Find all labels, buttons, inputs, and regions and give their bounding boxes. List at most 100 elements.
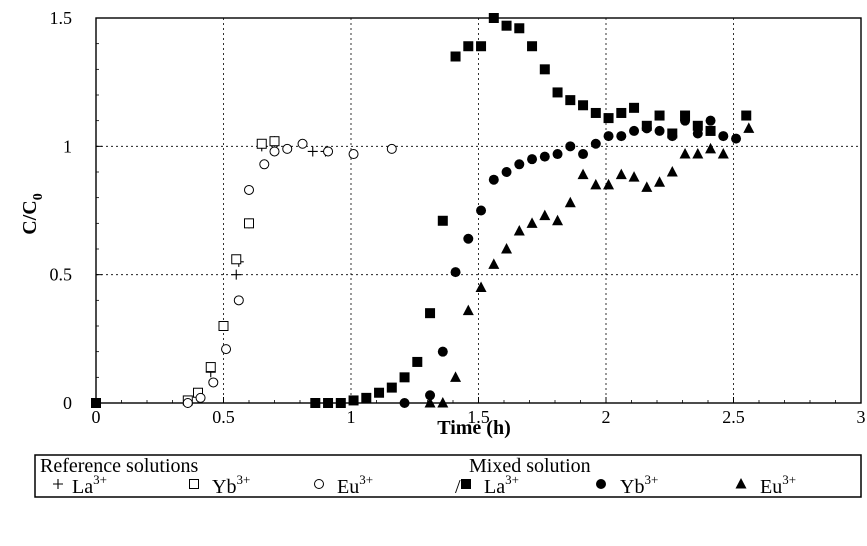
data-point (680, 110, 691, 121)
legend-marker-filled-triangle (735, 478, 747, 489)
data-point (692, 120, 703, 131)
data-point (244, 218, 254, 229)
legend-item: Eu3+ (735, 472, 796, 498)
legend-marker-filled-circle (596, 479, 606, 489)
data-point (552, 87, 563, 98)
legend-item: Yb3+ (189, 472, 250, 498)
data-point (335, 398, 346, 408)
data-point (462, 304, 474, 316)
legend-marker-plus (53, 479, 63, 489)
data-point (437, 215, 448, 226)
data-point (386, 382, 397, 393)
data-point (565, 141, 576, 152)
data-point (463, 41, 474, 52)
x-axis-title: Time (h) (437, 417, 511, 439)
data-point (552, 149, 563, 160)
data-point (488, 174, 499, 185)
x-tick-label: 2 (602, 407, 611, 427)
data-point (425, 390, 436, 401)
data-point (526, 217, 538, 228)
data-point (310, 398, 321, 408)
legend-label-charge: 3+ (93, 472, 107, 487)
data-point (348, 149, 359, 160)
data-point (514, 23, 525, 34)
data-point (565, 95, 576, 106)
data-point (629, 125, 640, 136)
data-point (705, 142, 717, 154)
x-tick-label: 0.5 (212, 407, 235, 427)
data-point (488, 13, 499, 23)
legend-label: Yb (620, 476, 644, 498)
data-point (323, 146, 334, 157)
y-tick-label: 0 (63, 393, 72, 413)
data-point (616, 107, 627, 118)
data-point (501, 243, 513, 254)
data-point (514, 159, 525, 170)
legend-label: Yb (212, 476, 236, 498)
data-point (616, 131, 627, 142)
data-point (679, 148, 691, 159)
data-point (259, 159, 270, 170)
data-point (282, 143, 293, 154)
data-point (450, 51, 461, 62)
data-point (437, 397, 449, 408)
legend-label-charge: 3+ (505, 472, 519, 487)
data-point (256, 138, 267, 149)
data-point (717, 148, 729, 159)
data-point (741, 110, 752, 121)
data-point (91, 398, 101, 408)
data-point (552, 214, 564, 226)
data-point (578, 149, 589, 160)
x-tick-label: 0 (92, 407, 101, 427)
data-point (603, 113, 614, 124)
data-point (195, 392, 206, 403)
data-point (654, 125, 665, 136)
data-point (412, 356, 423, 367)
data-point (718, 131, 729, 142)
data-point (182, 398, 193, 408)
legend: Reference solutions Mixed solution / La3… (34, 454, 862, 498)
data-point (692, 148, 704, 159)
data-point (475, 281, 487, 292)
data-point (705, 115, 716, 126)
data-point (641, 123, 652, 134)
y-tick-labels: 0 0.5 1 1.5 (50, 8, 73, 413)
data-point (323, 398, 334, 408)
data-point (680, 115, 691, 126)
data-point (590, 178, 602, 190)
y-tick-label: 0.5 (50, 265, 73, 285)
legend-reference-title: Reference solutions (40, 455, 198, 477)
data-point (628, 171, 640, 182)
x-tick-label: 1 (347, 407, 356, 427)
x-tick-label: 2.5 (722, 407, 745, 427)
data-point (488, 258, 500, 269)
data-point (297, 138, 308, 149)
data-point (399, 372, 410, 383)
grid-lines (96, 18, 861, 403)
data-point (307, 146, 318, 157)
data-point (501, 167, 512, 177)
data-point (374, 387, 385, 398)
data-points (91, 13, 755, 408)
legend-marker-filled-square (461, 479, 471, 489)
x-tick-label: 1.5 (467, 407, 490, 427)
data-point (208, 377, 219, 388)
y-tick-label: 1 (63, 136, 72, 156)
data-point (450, 267, 461, 278)
svg-text:La3+: La3+ (72, 472, 107, 498)
legend-marker-open-circle (314, 479, 324, 489)
data-point (539, 151, 550, 162)
x-tick-label: 3 (857, 407, 866, 427)
data-point (386, 143, 397, 154)
data-point (590, 107, 601, 118)
legend-marker-open-square (189, 479, 199, 489)
svg-text:Eu3+: Eu3+ (337, 472, 373, 498)
svg-text:Yb3+: Yb3+ (620, 472, 658, 498)
data-point (539, 64, 550, 75)
svg-text:La3+: La3+ (484, 472, 519, 498)
data-point (233, 295, 244, 306)
y-axis-title-subscript: 0 (31, 193, 46, 200)
data-point (654, 176, 666, 187)
y-axis-title: C/C (19, 200, 41, 234)
